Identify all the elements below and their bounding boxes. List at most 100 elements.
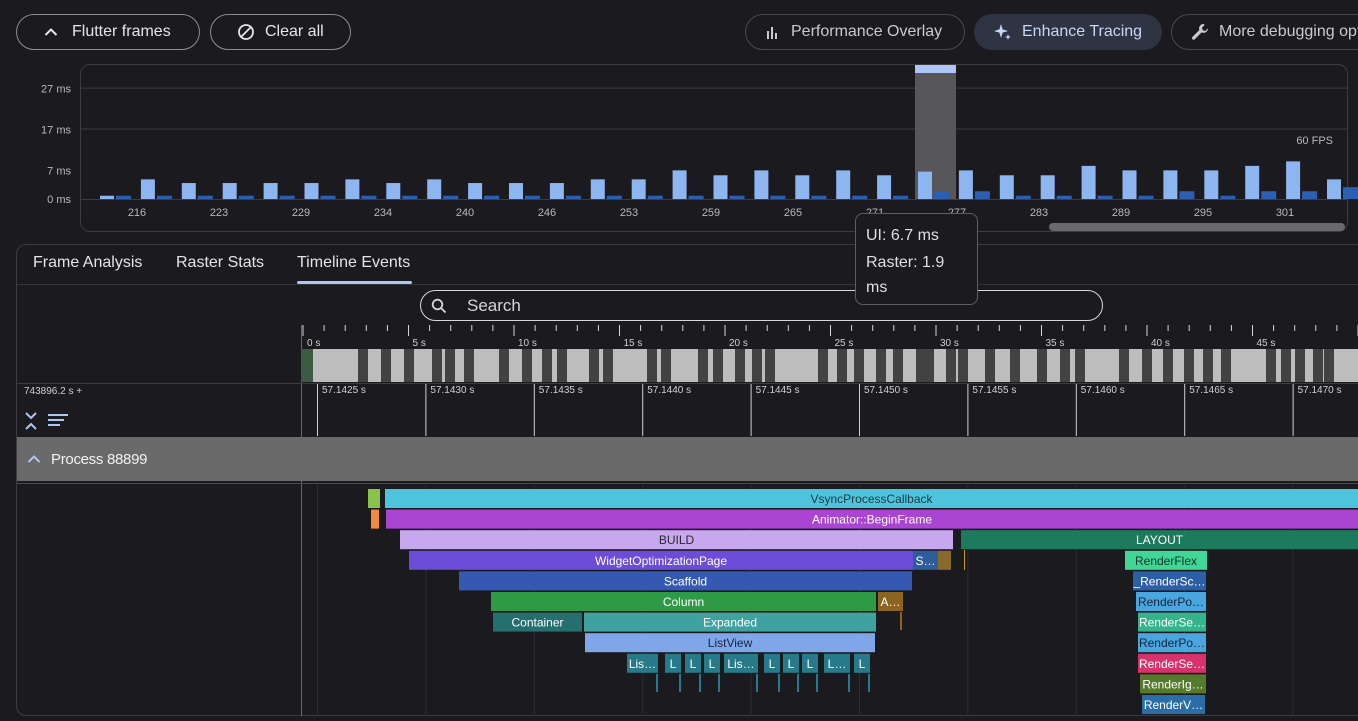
event-stem	[756, 674, 758, 692]
ui-bar	[100, 195, 114, 199]
collapse-all-icon[interactable]	[24, 412, 38, 430]
timeline-event: L	[704, 653, 720, 673]
overview-frame-marker	[1324, 349, 1334, 382]
x-tick-label: 229	[292, 207, 310, 219]
frames-chart[interactable]: 27 ms 17 ms 7 ms 0 ms 60 FPS 216 223 229 234 240 2…	[0, 62, 1358, 237]
raster-bar	[116, 195, 131, 199]
ui-bar	[1081, 165, 1096, 199]
selected-frame-marker	[915, 65, 956, 73]
frames-chart-frame	[80, 64, 1348, 232]
overview-tick-label: 0 s	[307, 338, 320, 349]
timeline-event: L	[665, 653, 681, 673]
x-tick-label: 223	[210, 207, 228, 219]
chevron-up-icon	[27, 455, 41, 463]
raster-bar	[402, 195, 418, 199]
timeline-event-bar	[764, 653, 780, 673]
enhance-tracing-button[interactable]: Enhance Tracing	[974, 14, 1162, 50]
timeline-event-bar	[368, 489, 380, 508]
timeline-event-bar	[409, 550, 913, 570]
x-tick-label: 253	[620, 207, 638, 219]
ui-bar	[509, 183, 523, 199]
ui-bar	[1286, 161, 1301, 199]
timeline-event: S…	[913, 550, 938, 570]
ui-bar	[386, 183, 401, 199]
performance-overlay-button[interactable]: Performance Overlay	[745, 14, 965, 50]
timeline-event-bar	[824, 653, 850, 673]
timeline-event: RenderV…	[1142, 695, 1205, 714]
clear-all-label: Clear all	[265, 23, 324, 40]
x-tick-label: 295	[1194, 207, 1212, 219]
ui-bar	[754, 170, 769, 199]
detail-tick-label: 57.1435 s	[539, 385, 583, 396]
timeline-event: Lis…	[724, 653, 758, 673]
timeline-event: Column	[491, 592, 876, 611]
timeline-event-bar	[1138, 612, 1206, 632]
ui-bar	[181, 183, 196, 199]
tab-divider	[17, 284, 1358, 285]
y-tick-label: 7 ms	[47, 165, 71, 177]
timeline-event-label: Animator::BeginFrame	[812, 513, 932, 527]
overview-tick-label: 5 s	[413, 338, 426, 349]
raster-bar	[565, 195, 581, 199]
chart-scrollbar	[1049, 223, 1345, 231]
timeline-event-bar	[961, 530, 1358, 550]
raster-bar	[770, 195, 786, 199]
timeline-event-bar	[584, 612, 876, 632]
timeline-event: RenderIg…	[1140, 674, 1206, 694]
overview-frame-marker	[946, 349, 956, 382]
x-tick-label: 283	[1030, 207, 1048, 219]
overview-frame-marker	[1295, 349, 1305, 382]
timeline-event-bar	[493, 612, 582, 632]
timeline-flame-chart[interactable]: 0 s 5 s 10 s 15 s 20 s 25 s 30 s 35 s 40 s 45 s 57…	[0, 322, 1358, 721]
timeline-event: VsyncProcessCallback	[385, 489, 1358, 508]
bar-chart-icon	[767, 27, 777, 39]
ui-bar	[1245, 165, 1260, 199]
timeline-event-bar	[1125, 550, 1207, 570]
ui-bar	[263, 183, 278, 199]
clear-all-button[interactable]: Clear all	[210, 14, 351, 50]
raster-bar	[1056, 195, 1072, 199]
more-debugging-options-button[interactable]: More debugging options	[1171, 14, 1358, 50]
wrench-icon	[1192, 24, 1208, 40]
chevron-up-icon	[44, 28, 58, 36]
details-panel	[16, 244, 1358, 716]
search-input[interactable]: Search	[420, 290, 1103, 321]
sort-lines-icon[interactable]	[48, 412, 68, 428]
timeline-event-label: L	[807, 657, 814, 671]
raster-bar	[811, 195, 827, 199]
timeline-event-bar	[685, 653, 701, 673]
timeline-event-bar	[1133, 571, 1206, 591]
overview-frame-marker	[557, 349, 567, 382]
raster-bar	[197, 195, 213, 199]
detail-tick-label: 57.1430 s	[430, 385, 474, 396]
process-row-label[interactable]: Process 88899	[17, 437, 301, 481]
y-tick-label: 17 ms	[41, 124, 71, 136]
timeline-event: Scaffold	[459, 571, 912, 591]
overview-frame-marker	[647, 349, 657, 382]
tab-timeline-events[interactable]: Timeline Events	[297, 254, 411, 271]
overview-frame-marker	[432, 349, 442, 382]
timeline-event: A…	[878, 592, 903, 611]
overview-frame-marker	[854, 349, 864, 382]
block-icon	[238, 24, 254, 40]
timeline-event-bar	[1136, 592, 1206, 611]
overview-frame-marker	[765, 349, 775, 382]
tab-raster-stats[interactable]: Raster Stats	[176, 254, 265, 271]
detail-tick-label: 57.1455 s	[972, 385, 1016, 396]
overview-frame-marker	[1281, 349, 1291, 382]
detail-tick-label: 57.1465 s	[1189, 385, 1233, 396]
overview-frame-marker	[464, 349, 474, 382]
timeline-event: _RenderSc…	[1132, 571, 1206, 591]
x-tick-label: 301	[1276, 207, 1294, 219]
enhance-tracing-label: Enhance Tracing	[1022, 23, 1143, 40]
timeline-event-bar	[665, 653, 681, 673]
raster-bar	[1302, 191, 1318, 199]
performance-overlay-label: Performance Overlay	[791, 23, 943, 40]
overview-frame-marker	[1037, 349, 1047, 382]
raster-bar	[1343, 187, 1358, 199]
tab-frame-analysis[interactable]: Frame Analysis	[33, 254, 143, 271]
flutter-frames-button[interactable]: Flutter frames	[16, 14, 200, 50]
timeline-event	[371, 509, 379, 529]
ui-bar	[590, 179, 605, 199]
timeline-event: Lis…	[627, 653, 658, 673]
